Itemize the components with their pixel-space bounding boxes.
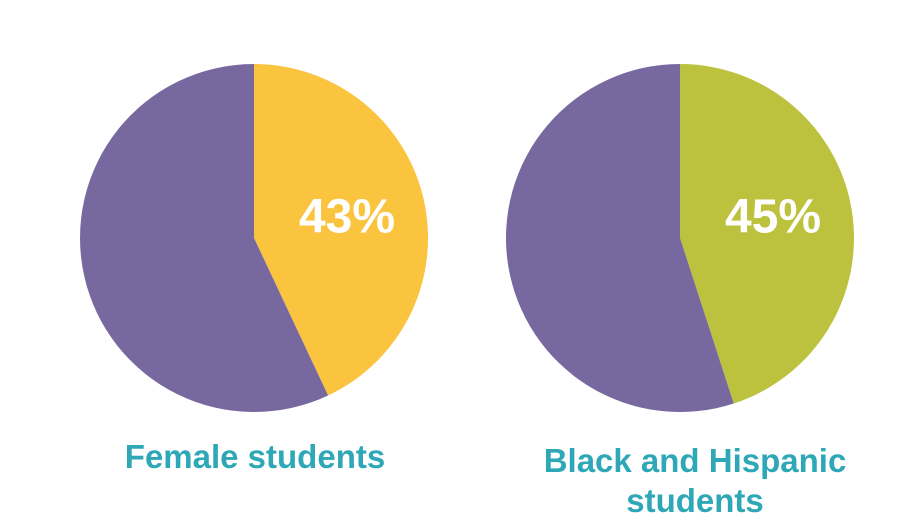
caption-black-hispanic-students: Black and Hispanic students [543, 442, 847, 519]
pie-2-slice-1-label: 45% [725, 191, 821, 244]
pie-1-slice-1-label: 43% [299, 191, 395, 244]
pie-chart-black-hispanic-students: 45% [505, 64, 854, 412]
pie-2-slice-2 [505, 64, 734, 412]
pie-2-slice-1 [680, 64, 854, 404]
pie-1-slice-2 [80, 64, 329, 413]
caption-female-students: Female students [124, 438, 386, 475]
pie-1-slice-1 [254, 64, 429, 396]
pie-chart-female-students: 43% [80, 64, 429, 413]
